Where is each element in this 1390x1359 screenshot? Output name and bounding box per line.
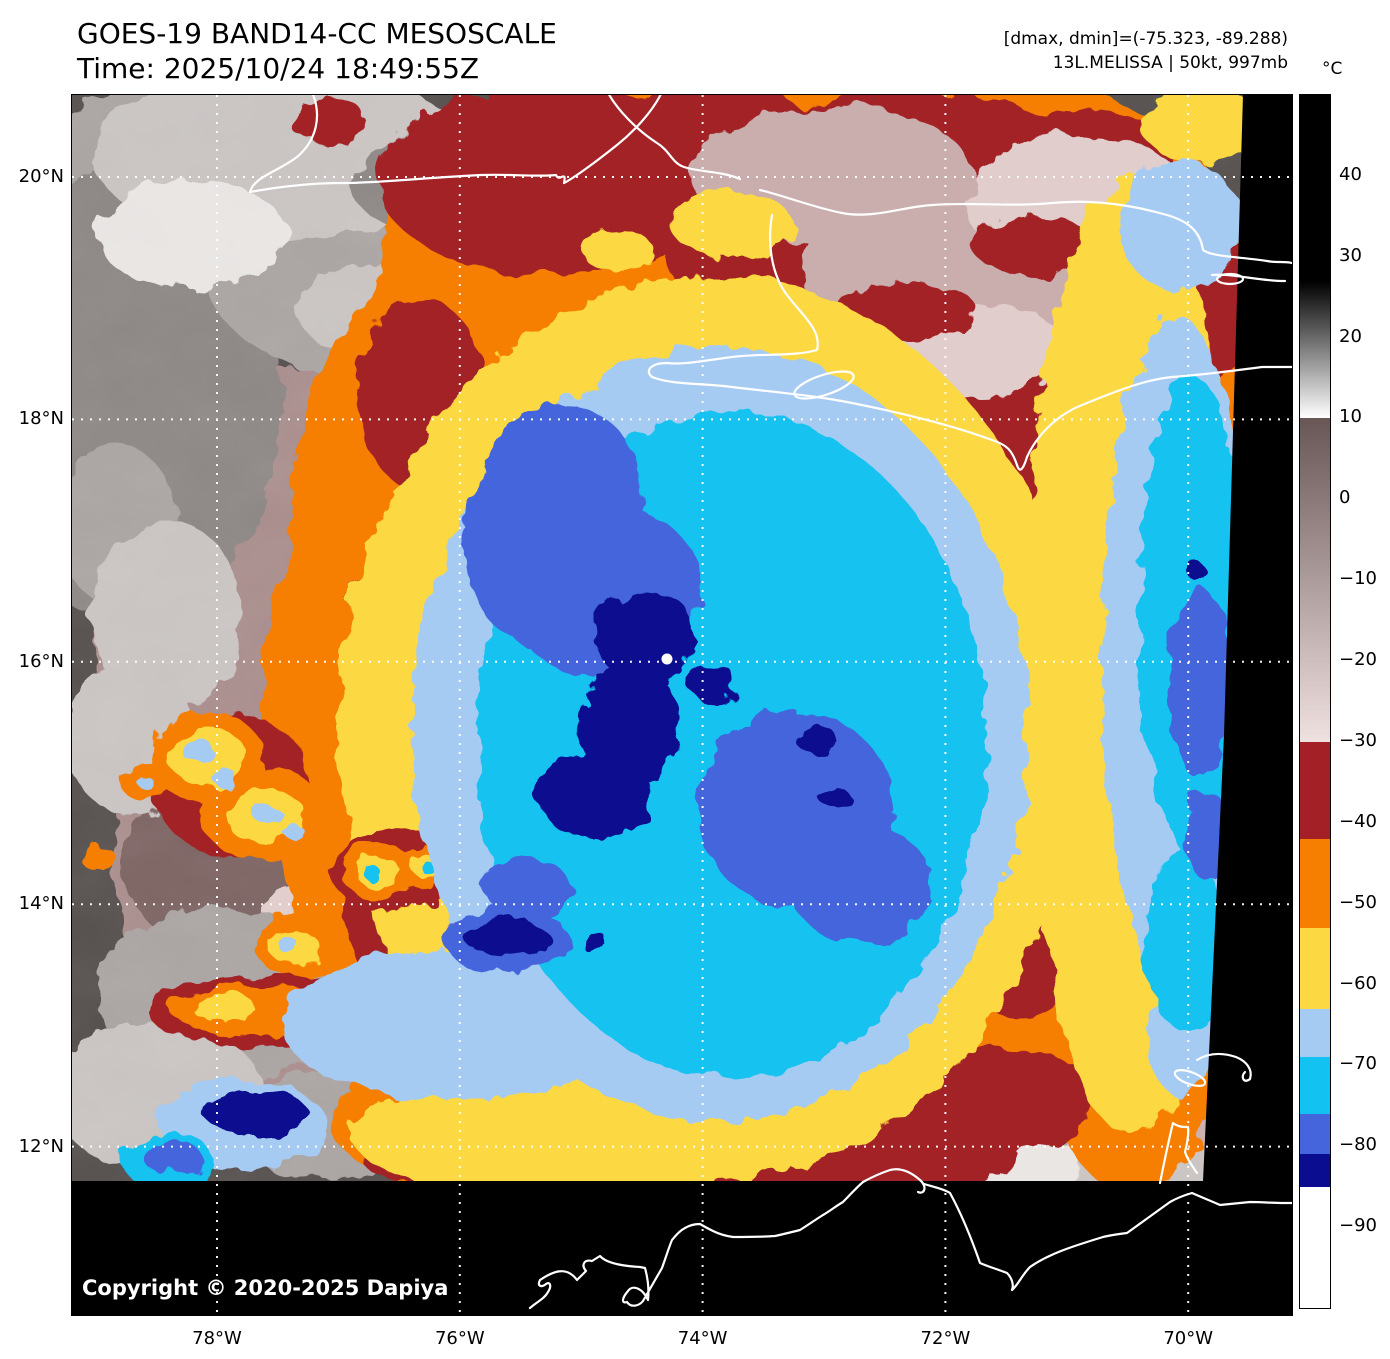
colorbar-segment: [1300, 1008, 1330, 1058]
lat-tick-label: 16°N: [18, 650, 64, 672]
coastline-island: [1173, 1069, 1207, 1087]
colorbar-segment: [1300, 1154, 1330, 1187]
lon-tick-label: 72°W: [920, 1328, 971, 1349]
coastline-haiti-gulf: [647, 213, 1292, 471]
satellite-map: Copyright © 2020-2025 Dapiya: [71, 94, 1293, 1316]
east-cold-band: [1102, 160, 1252, 1095]
colorbar-segment: [1300, 1113, 1330, 1155]
storm-status-readout: 13L.MELISSA | 50kt, 997mb: [1052, 53, 1288, 73]
lon-tick-label: 76°W: [434, 1328, 485, 1349]
dmax-dmin-readout: [dmax, dmin]=(-75.323, -89.288): [1003, 29, 1288, 49]
colorbar-tick-label: −40: [1339, 810, 1377, 832]
copyright-watermark: Copyright © 2020-2025 Dapiya: [82, 1276, 449, 1300]
colorbar-segment: [1300, 1057, 1330, 1114]
colorbar-segment: [1300, 280, 1330, 419]
colorbar-segment: [1300, 418, 1330, 742]
figure-time: Time: 2025/10/24 18:49:55Z: [77, 52, 480, 85]
coastline-paria: [1158, 1121, 1199, 1185]
coastlines: [248, 95, 1292, 1310]
coastline-tortue-island: [1215, 272, 1245, 286]
colorbar-tick-label: −70: [1339, 1053, 1377, 1075]
colorbar-unit-label: °C: [1322, 59, 1343, 79]
temperature-colorbar: [1299, 94, 1331, 1309]
lat-tick-label: 20°N: [18, 166, 64, 187]
colorbar-tick-label: 20: [1339, 325, 1362, 347]
coastline-gonave-island: [793, 370, 855, 400]
coastline-haiti-nw: [1210, 273, 1287, 283]
figure-title: GOES-19 BAND14-CC MESOSCALE: [77, 17, 557, 50]
colorbar-segment: [1300, 95, 1330, 281]
coastline-hispaniola-north: [758, 188, 1292, 265]
colorbar-segment: [1300, 838, 1330, 928]
satellite-image: [72, 95, 1292, 1315]
lon-tick-label: 74°W: [677, 1328, 728, 1349]
lon-tick-label: 70°W: [1163, 1328, 1214, 1349]
lat-tick-label: 14°N: [18, 893, 64, 915]
colorbar-tick-label: −20: [1339, 649, 1377, 671]
colorbar-tick-label: −50: [1339, 891, 1377, 913]
lat-tick-label: 18°N: [18, 408, 64, 430]
colorbar-tick-label: 40: [1339, 163, 1362, 185]
lon-tick-label: 78°W: [192, 1328, 242, 1349]
coastline-hook: [1195, 1052, 1252, 1082]
colorbar-tick-label: −10: [1339, 568, 1377, 590]
colorbar-segment: [1300, 1186, 1330, 1308]
colorbar-tick-label: −80: [1339, 1134, 1377, 1156]
storm-cold-core: [282, 347, 1028, 1123]
colorbar-tick-label: 0: [1339, 487, 1351, 509]
colorbar-segment: [1300, 927, 1330, 1009]
colorbar-segment: [1300, 741, 1330, 839]
colorbar-tick-label: 30: [1339, 244, 1362, 266]
colorbar-tick-label: 10: [1339, 406, 1362, 428]
no-data-region: [72, 95, 1292, 1315]
coastline-south-america: [528, 1168, 926, 1310]
coastline-cuba-north: [608, 95, 742, 181]
figure-header: GOES-19 BAND14-CC MESOSCALE Time: 2025/1…: [77, 16, 557, 86]
coastline-venezuela: [922, 1182, 1292, 1292]
figure-info: [dmax, dmin]=(-75.323, -89.288) 13L.MELI…: [1004, 27, 1288, 75]
colorbar-tick-label: −60: [1339, 972, 1377, 994]
colorbar-tick-label: −30: [1339, 729, 1377, 751]
storm-center-marker: [661, 653, 673, 665]
lat-tick-label: 12°N: [18, 1135, 64, 1157]
colorbar-tick-label: −90: [1339, 1215, 1377, 1237]
coastline-cuba: [248, 95, 662, 194]
